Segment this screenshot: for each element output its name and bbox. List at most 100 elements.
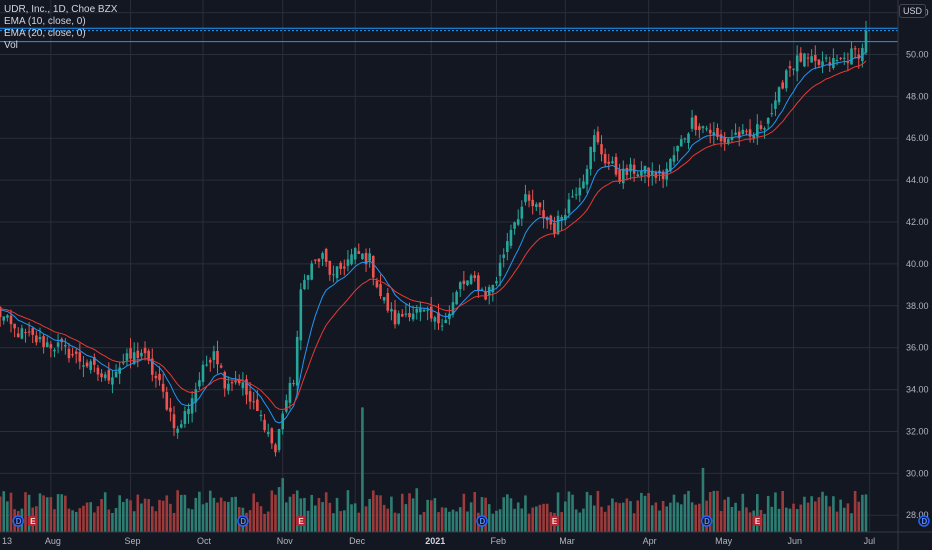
volume-bar xyxy=(603,511,607,532)
candle-body xyxy=(745,130,748,132)
candle-body xyxy=(477,275,480,291)
candle-body xyxy=(118,367,121,374)
candle-body xyxy=(0,306,2,318)
candle-body xyxy=(179,424,183,428)
candle-body xyxy=(629,164,632,172)
price-axis[interactable]: 28.00 30.00 32.00 34.00 36.00 38.00 40.00 42.00… xyxy=(898,0,932,550)
volume-bar xyxy=(495,510,498,532)
candle-body xyxy=(13,323,16,329)
candle-body xyxy=(45,342,49,348)
volume-bar xyxy=(578,512,582,532)
candle-body xyxy=(20,328,24,339)
volume-bar xyxy=(719,511,723,532)
candle-body xyxy=(513,222,516,229)
volume-bar xyxy=(0,496,2,532)
legend-ema10[interactable]: EMA (10, close, 0) xyxy=(4,16,86,27)
volume-bar xyxy=(306,510,310,532)
volume-bar xyxy=(397,513,400,532)
candle-body xyxy=(571,196,574,198)
volume-bar xyxy=(806,502,810,532)
horizontal-lines[interactable]: 51.2551.1450.61 xyxy=(0,22,930,48)
volume-bar xyxy=(585,491,589,532)
candle-body xyxy=(730,137,734,140)
dividend-icon xyxy=(476,515,488,527)
candle-body xyxy=(824,57,828,59)
candle-body xyxy=(114,371,118,378)
candle-body xyxy=(71,354,74,356)
volume-bar xyxy=(824,495,828,532)
volume-bar xyxy=(669,502,672,532)
candle-body xyxy=(241,382,245,389)
volume-bar xyxy=(223,501,227,532)
volume-bar xyxy=(49,497,53,532)
volume-bar xyxy=(408,493,411,532)
x-tick-label: Nov xyxy=(277,536,294,546)
volume-bar xyxy=(227,501,230,532)
volume-bar xyxy=(437,512,440,532)
candle-body xyxy=(727,139,730,145)
candle-body xyxy=(266,432,270,435)
volume-bar xyxy=(730,506,734,532)
volume-bar xyxy=(853,490,857,532)
volume-bar xyxy=(411,498,415,532)
candle-body xyxy=(665,168,669,180)
volume-bar xyxy=(212,497,216,532)
volume-bar xyxy=(636,500,640,532)
candle-body xyxy=(67,348,71,359)
candle-body xyxy=(520,206,524,219)
candle-body xyxy=(419,308,422,313)
volume-bar xyxy=(592,505,596,532)
candle-body xyxy=(683,138,687,140)
candle-body xyxy=(245,379,248,395)
volume-bar xyxy=(85,502,89,532)
candle-body xyxy=(285,400,288,412)
candle-body xyxy=(158,373,161,381)
earnings-icon-label: E xyxy=(30,517,36,526)
ema-lines xyxy=(0,50,867,424)
legend-vol[interactable]: Vol xyxy=(4,40,18,51)
volume-bar xyxy=(343,510,346,532)
candle-body xyxy=(89,361,92,370)
volume-bar xyxy=(857,501,861,532)
volume-bar xyxy=(346,490,350,532)
volume-bar xyxy=(288,496,292,532)
volume-bar xyxy=(140,503,143,532)
candle-body xyxy=(734,132,737,135)
candle-body xyxy=(625,167,629,175)
volume-bar xyxy=(839,499,842,532)
legend-ema20[interactable]: EMA (20, close, 0) xyxy=(4,28,86,39)
candle-body xyxy=(748,129,752,137)
legend-symbol[interactable]: UDR, Inc., 1D, Choe BZX xyxy=(4,4,118,15)
candle-body xyxy=(654,171,658,178)
ema-20-line xyxy=(0,60,867,411)
volume-bar xyxy=(317,497,321,532)
volume-bar xyxy=(208,490,212,532)
candle-body xyxy=(567,199,571,214)
volume-bar xyxy=(792,503,795,532)
candle-body xyxy=(777,87,781,103)
candle-body xyxy=(143,347,147,354)
volume-bar xyxy=(661,500,665,532)
currency-label[interactable]: USD xyxy=(898,4,926,18)
candle-body xyxy=(600,144,603,155)
x-tick-label: Mar xyxy=(559,536,575,546)
volume-bar xyxy=(125,498,129,532)
volume-bar xyxy=(741,493,745,532)
candle-body xyxy=(361,253,364,260)
candle-body xyxy=(216,350,219,365)
grid xyxy=(0,0,898,532)
candle-body xyxy=(741,129,745,134)
volume-bar xyxy=(781,490,784,532)
volume-bar xyxy=(563,501,567,532)
volume-bar xyxy=(462,493,466,532)
candle-body xyxy=(542,210,545,219)
volume-bar xyxy=(339,511,342,532)
candle-body xyxy=(136,350,140,358)
x-tick-label: Dec xyxy=(349,536,366,546)
volume-bar xyxy=(676,502,679,532)
volume-bar xyxy=(516,502,520,532)
dividend-icon xyxy=(237,515,249,527)
